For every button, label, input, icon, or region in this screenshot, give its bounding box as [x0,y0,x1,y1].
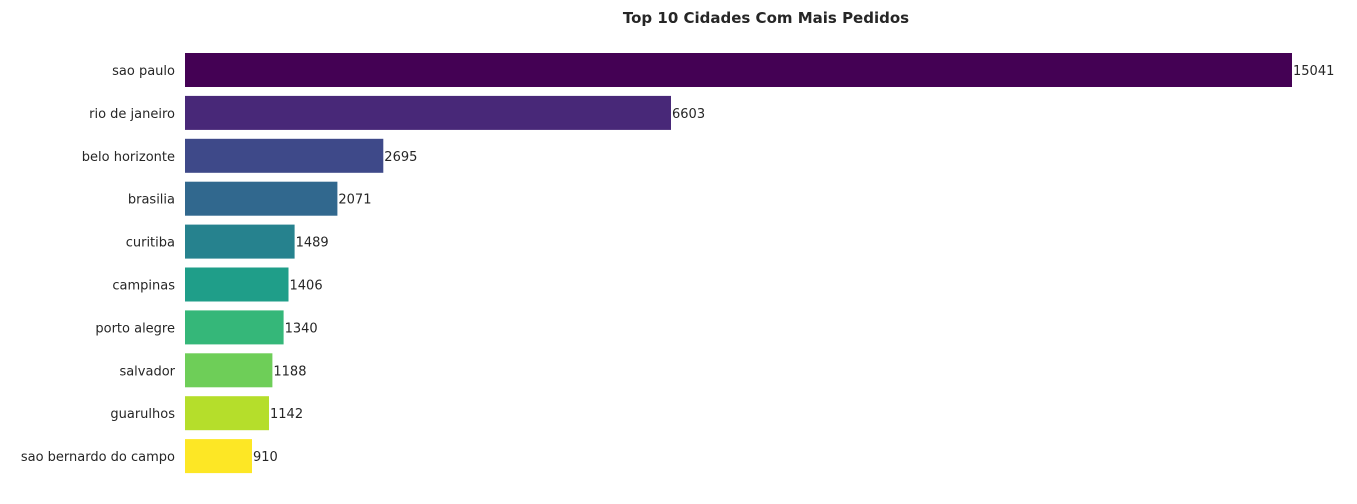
bar-porto-alegre [185,310,284,345]
value-label: 6603 [672,107,705,122]
value-label: 2695 [384,150,417,165]
category-label: guarulhos [110,407,175,422]
category-label: belo horizonte [82,150,175,165]
category-label: salvador [119,364,175,379]
category-label: curitiba [126,236,175,251]
value-label: 2071 [338,193,371,208]
value-label: 1188 [273,364,306,379]
bar-sao-bernardo-do-campo [185,439,252,474]
value-label: 1142 [270,407,303,422]
bar-brasilia [185,181,338,216]
category-label: rio de janeiro [89,107,175,122]
value-label: 15041 [1293,64,1334,79]
category-ticks-group: sao paulo rio de janeiro belo horizonte bra… [21,64,176,465]
bar-belo-horizonte [185,138,384,173]
value-labels-group: 15041 6603 2695 2071 1489 1406 1340 1188 1142 910 [253,64,1334,465]
value-label: 1489 [296,236,329,251]
bar-rio-de-janeiro [185,95,671,130]
bar-guarulhos [185,396,269,431]
category-label: campinas [112,279,175,294]
bars-group [185,53,1292,474]
value-label: 910 [253,450,278,465]
bar-sao-paulo [185,53,1292,87]
bar-curitiba [185,224,295,259]
category-label: sao paulo [112,64,175,79]
category-label: sao bernardo do campo [21,450,175,465]
category-label: brasilia [128,193,175,208]
category-label: porto alegre [95,321,175,336]
bar-campinas [185,267,289,302]
value-label: 1340 [285,321,318,336]
chart-title: Top 10 Cidades Com Mais Pedidos [623,9,909,27]
value-label: 1406 [290,279,323,294]
bar-salvador [185,353,273,388]
